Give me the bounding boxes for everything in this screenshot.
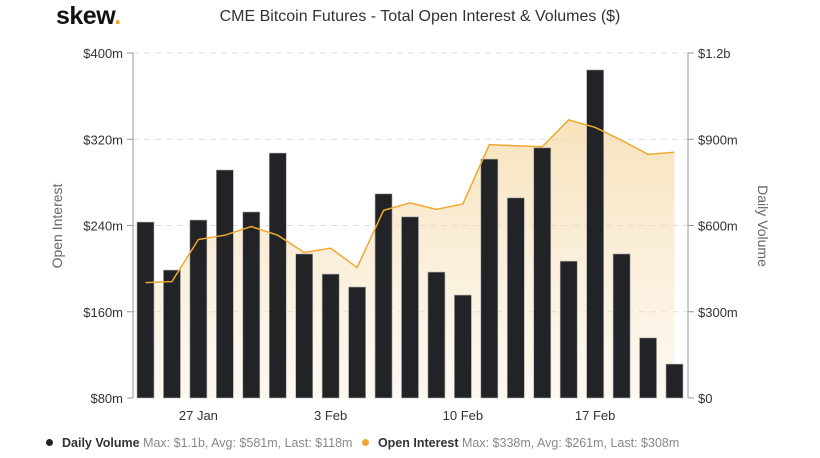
legend-stats: Max: $338m, Avg: $261m, Last: $308m: [462, 436, 680, 450]
volume-bar[interactable]: [321, 273, 340, 399]
legend-stats: Max: $1.1b, Avg: $581m, Last: $118m: [143, 436, 353, 450]
right-tick-label: $600m: [698, 219, 738, 234]
volume-bar[interactable]: [348, 286, 366, 399]
volume-bar[interactable]: [216, 169, 234, 399]
right-tick-label: $300m: [698, 305, 738, 320]
legend-daily-volume[interactable]: Daily Volume Max: $1.1b, Avg: $581m, Las…: [40, 436, 352, 450]
volume-bar[interactable]: [586, 69, 604, 399]
skew-logo: skew.: [56, 2, 121, 31]
volume-bar[interactable]: [374, 193, 393, 399]
legend-dot-icon: [361, 439, 369, 446]
volume-bar[interactable]: [665, 363, 684, 399]
legend-open-interest[interactable]: Open Interest Max: $338m, Avg: $261m, La…: [356, 436, 679, 450]
right-tick-label: $900m: [698, 132, 738, 147]
volume-bar[interactable]: [454, 294, 472, 399]
right-tick-label: $0: [698, 391, 712, 406]
x-tick-label: 17 Feb: [575, 408, 615, 423]
volume-bar[interactable]: [506, 197, 525, 399]
legend-label: Daily Volume: [62, 436, 140, 450]
volume-bar[interactable]: [639, 337, 657, 399]
left-tick-label: $320m: [83, 132, 123, 147]
open-interest-line: [145, 119, 675, 284]
logo-dot: .: [114, 2, 121, 30]
volume-bar[interactable]: [612, 253, 631, 399]
volume-bar[interactable]: [242, 211, 261, 399]
chart-title: CME Bitcoin Futures - Total Open Interes…: [219, 8, 621, 25]
x-tick-label: 10 Feb: [443, 408, 483, 423]
volume-bar[interactable]: [480, 158, 499, 399]
logo-text: skew: [56, 2, 115, 30]
volume-bar[interactable]: [559, 260, 578, 399]
volume-bar[interactable]: [163, 269, 181, 399]
volume-bar[interactable]: [295, 253, 314, 399]
left-axis-title: Open Interest: [49, 183, 65, 268]
left-tick-label: $80m: [90, 391, 123, 406]
x-tick-label: 3 Feb: [314, 408, 347, 423]
left-tick-label: $240m: [83, 219, 123, 234]
volume-bar[interactable]: [401, 216, 419, 399]
left-tick-label: $400m: [83, 46, 123, 61]
volume-bar[interactable]: [533, 147, 552, 399]
right-tick-label: $1.2b: [698, 46, 731, 61]
volume-bar[interactable]: [136, 221, 155, 399]
legend: Daily Volume Max: $1.1b, Avg: $581m, Las…: [40, 436, 679, 450]
x-tick-label: 27 Jan: [179, 408, 218, 423]
left-tick-label: $160m: [83, 305, 123, 320]
volume-bar[interactable]: [189, 219, 208, 399]
volume-bar[interactable]: [427, 271, 446, 399]
legend-label: Open Interest: [377, 436, 459, 450]
legend-dot-icon: [46, 439, 53, 446]
right-axis-title: Daily Volume: [755, 185, 771, 267]
volume-bar[interactable]: [268, 152, 287, 399]
